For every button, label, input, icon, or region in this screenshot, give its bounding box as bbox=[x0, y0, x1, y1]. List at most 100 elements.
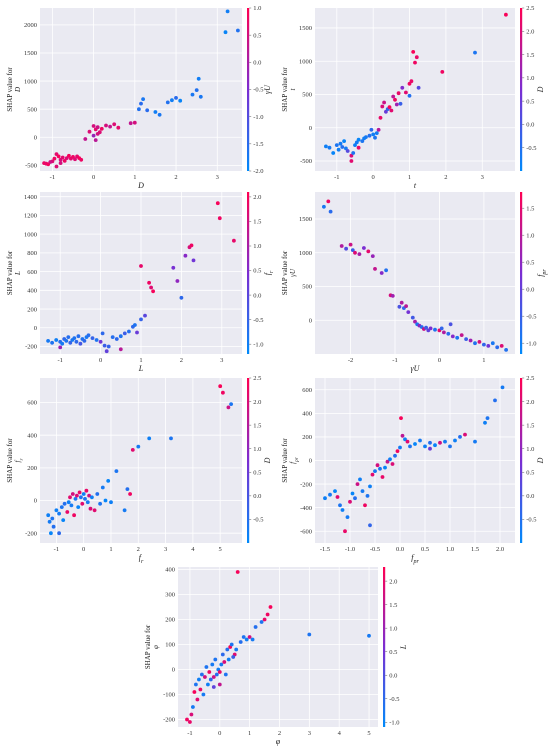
data-point bbox=[217, 216, 222, 221]
data-point bbox=[229, 642, 234, 647]
y-tick-label: 2000 bbox=[24, 22, 37, 29]
colorbar-tick-label: 2.0 bbox=[526, 399, 534, 406]
data-point bbox=[221, 390, 225, 395]
data-point bbox=[433, 327, 437, 332]
data-point bbox=[139, 101, 143, 106]
data-point bbox=[225, 647, 230, 652]
colorbar-tick-label: -0.5 bbox=[389, 696, 399, 703]
data-point bbox=[382, 100, 386, 105]
colorbar-tick-label: 0.5 bbox=[253, 32, 261, 39]
data-point bbox=[191, 705, 195, 709]
data-point bbox=[137, 107, 141, 112]
colorbar-label: D bbox=[536, 457, 545, 464]
data-point bbox=[378, 115, 383, 120]
colorbar-tick-label: -0.5 bbox=[526, 517, 536, 524]
data-point bbox=[374, 131, 379, 136]
data-point bbox=[98, 501, 102, 506]
data-point bbox=[143, 313, 147, 318]
data-point bbox=[222, 660, 227, 664]
data-point bbox=[265, 612, 270, 617]
y-tick-label: 1000 bbox=[299, 250, 312, 257]
data-point bbox=[464, 337, 468, 341]
data-point bbox=[46, 339, 50, 343]
data-point bbox=[393, 97, 397, 102]
data-point bbox=[104, 349, 109, 354]
data-point bbox=[88, 506, 93, 511]
colorbar-tick-label: 0.5 bbox=[389, 649, 397, 656]
data-point bbox=[391, 94, 396, 99]
data-point bbox=[450, 334, 455, 339]
data-point bbox=[95, 492, 100, 496]
data-point bbox=[203, 675, 207, 679]
data-point bbox=[207, 670, 212, 674]
data-point bbox=[198, 687, 203, 692]
data-point bbox=[84, 488, 89, 493]
data-point bbox=[114, 337, 119, 341]
data-point bbox=[61, 518, 66, 522]
data-point bbox=[380, 104, 385, 109]
data-point bbox=[350, 248, 355, 253]
x-tick-label: 2 bbox=[180, 357, 183, 364]
data-point bbox=[390, 294, 395, 298]
y-tick-label: 400 bbox=[27, 432, 37, 439]
data-point bbox=[130, 448, 135, 452]
y-tick-label: 400 bbox=[27, 288, 37, 295]
data-point bbox=[99, 126, 104, 131]
data-point bbox=[54, 508, 59, 513]
data-point bbox=[139, 264, 143, 268]
data-point bbox=[373, 469, 377, 473]
data-point bbox=[106, 479, 111, 483]
colorbar-label: fpr bbox=[536, 269, 548, 277]
y-tick-label: 600 bbox=[27, 269, 37, 276]
colorbar-tick-label: -0.5 bbox=[253, 87, 263, 94]
data-point bbox=[499, 344, 504, 348]
data-point bbox=[145, 108, 150, 113]
x-tick-label: 0 bbox=[92, 174, 95, 181]
data-point bbox=[69, 503, 74, 508]
data-point bbox=[340, 508, 345, 512]
y-axis-label: SHAP value forφ bbox=[144, 624, 160, 669]
colorbar-tick-label: 1.0 bbox=[526, 446, 534, 453]
data-point bbox=[189, 243, 194, 248]
colorbar bbox=[383, 567, 386, 727]
colorbar-tick-label: -0.5 bbox=[253, 517, 263, 524]
data-point bbox=[343, 529, 347, 534]
data-point bbox=[68, 340, 73, 345]
x-tick-label: 0.0 bbox=[396, 546, 404, 553]
data-point bbox=[331, 151, 336, 155]
data-point bbox=[357, 252, 362, 256]
y-tick-label: 0 bbox=[34, 325, 37, 332]
colorbar-tick-label: 1.0 bbox=[253, 446, 261, 453]
data-point bbox=[56, 154, 61, 159]
data-point bbox=[394, 102, 399, 107]
x-tick-label: 2 bbox=[444, 174, 447, 181]
y-tick-label: 0 bbox=[309, 125, 312, 132]
colorbar-tick-label: -2.0 bbox=[253, 168, 263, 175]
data-point bbox=[336, 147, 341, 152]
plot-area bbox=[40, 8, 242, 171]
colorbar-tick-label: 0.5 bbox=[526, 259, 534, 266]
x-tick-label: -1.0 bbox=[345, 546, 355, 553]
data-point bbox=[368, 484, 372, 489]
data-point bbox=[446, 331, 451, 336]
data-point bbox=[189, 712, 194, 717]
data-point bbox=[100, 331, 105, 336]
data-point bbox=[151, 289, 156, 294]
subplot-3: -1 0 1 2 3 -200 0 200 400 600 800 1000 1200 1400 L SHAP… bbox=[6, 192, 275, 373]
data-point bbox=[201, 692, 206, 697]
data-point bbox=[87, 493, 91, 498]
x-axis-label: D bbox=[137, 181, 144, 190]
data-point bbox=[139, 317, 143, 322]
data-point bbox=[473, 341, 477, 346]
data-point bbox=[399, 300, 404, 305]
data-point bbox=[108, 124, 112, 129]
colorbar-tick-label: 0.5 bbox=[253, 469, 261, 476]
data-point bbox=[80, 501, 85, 506]
y-tick-label: 0 bbox=[34, 498, 37, 505]
data-point bbox=[122, 508, 127, 513]
data-point bbox=[165, 100, 170, 105]
data-point bbox=[362, 246, 366, 250]
colorbar-tick-label: 0.5 bbox=[526, 469, 534, 476]
data-point bbox=[438, 440, 442, 445]
data-point bbox=[157, 112, 162, 117]
